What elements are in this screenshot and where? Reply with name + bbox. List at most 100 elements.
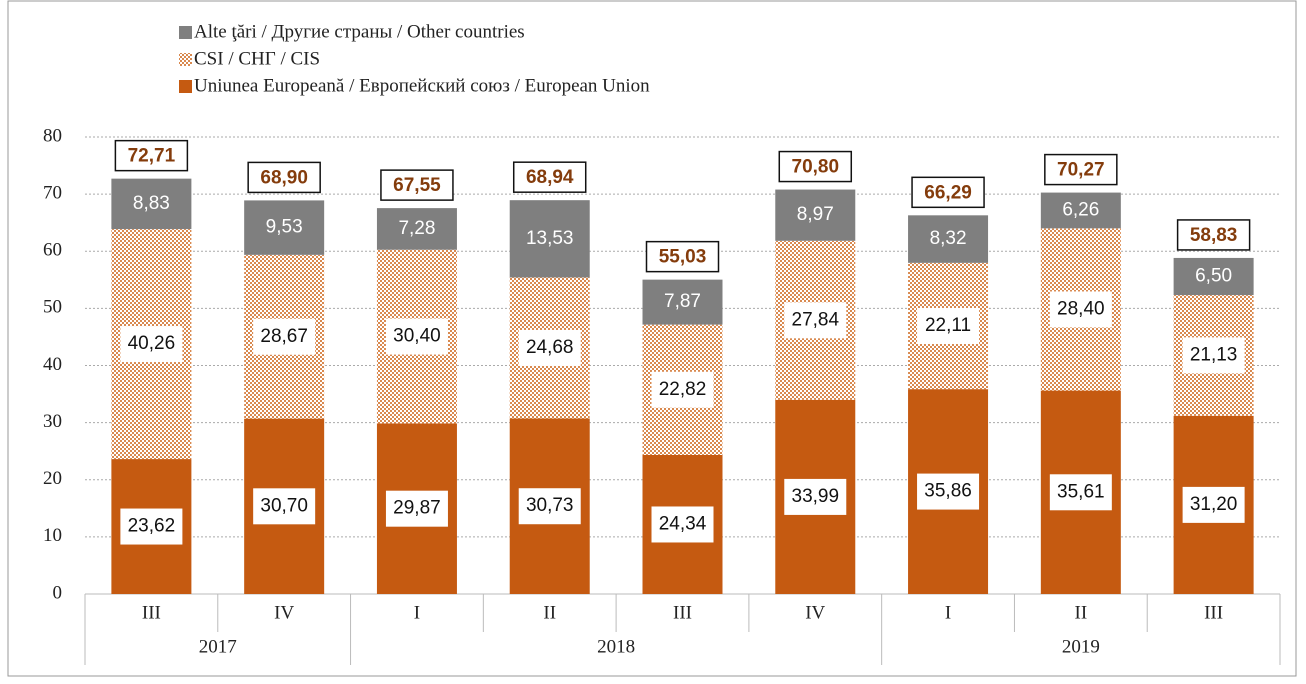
value-label: 6,26 (1062, 199, 1099, 220)
value-label: 8,32 (930, 228, 967, 249)
bar-segment (376, 208, 457, 250)
total-label-box (1044, 153, 1118, 186)
value-label: 30,40 (393, 326, 441, 347)
total-label: 66,29 (924, 182, 972, 203)
value-label-box (784, 302, 847, 339)
total-label-box (247, 161, 321, 194)
x-tick-label: II (1075, 602, 1088, 623)
value-label: 35,86 (924, 481, 972, 502)
total-label-box (645, 240, 720, 273)
value-label-box (253, 488, 316, 525)
bar-segment (908, 215, 989, 263)
x-tick-label: II (543, 602, 556, 623)
value-label: 30,73 (526, 495, 574, 516)
value-label: 23,62 (128, 516, 176, 537)
value-label: 7,87 (664, 291, 701, 312)
value-label: 8,97 (797, 204, 834, 225)
chart-border (7, 0, 1297, 677)
total-label: 55,03 (659, 247, 707, 268)
total-label-box (778, 150, 853, 183)
value-label: 27,84 (792, 309, 840, 330)
value-label-box (651, 506, 714, 543)
x-tick-label: III (673, 602, 692, 623)
value-label: 28,67 (260, 326, 308, 347)
bar-segment (1173, 257, 1254, 296)
value-label: 13,53 (526, 228, 574, 249)
total-label: 70,80 (792, 157, 840, 178)
value-label-box (518, 329, 581, 366)
bar-segment (244, 200, 325, 255)
bar-segment (642, 279, 723, 325)
value-label: 22,82 (659, 379, 707, 400)
y-tick-label: 30 (43, 411, 62, 432)
bar-segment (111, 178, 192, 230)
value-label-box (253, 318, 316, 355)
total-label: 68,90 (260, 167, 308, 188)
value-label: 22,11 (925, 315, 971, 336)
total-label: 58,83 (1190, 225, 1238, 246)
value-label-box (385, 318, 448, 355)
x-tick-label: I (945, 602, 951, 623)
y-tick-label: 20 (43, 468, 62, 489)
group-label: 2018 (597, 636, 635, 657)
y-tick-label: 70 (43, 182, 62, 203)
value-label: 33,99 (792, 486, 840, 507)
value-label: 8,83 (133, 193, 170, 214)
y-tick-label: 0 (53, 582, 63, 603)
value-label: 21,13 (1190, 344, 1238, 365)
total-label-box (1176, 219, 1251, 251)
group-label: 2019 (1062, 636, 1100, 657)
value-label-box (385, 490, 448, 527)
group-label: 2017 (199, 636, 237, 657)
value-label-box (1182, 337, 1245, 374)
value-label-box (651, 371, 714, 408)
y-tick-label: 50 (43, 297, 62, 318)
value-label: 29,87 (393, 498, 441, 519)
value-label: 35,61 (1057, 481, 1105, 502)
y-tick-label: 10 (43, 525, 62, 546)
total-label: 70,27 (1057, 160, 1105, 181)
x-tick-label: I (414, 602, 420, 623)
value-label: 24,34 (659, 513, 707, 534)
legend-swatch (179, 53, 192, 66)
y-tick-label: 40 (43, 354, 62, 375)
value-label-box (518, 488, 581, 525)
bar-segment (775, 189, 856, 241)
legend-label: Alte ţări / Другие страны / Other countr… (194, 21, 525, 42)
y-tick-label: 80 (43, 125, 62, 146)
x-tick-label: III (142, 602, 161, 623)
value-label: 24,68 (526, 337, 574, 358)
total-label: 72,71 (128, 146, 176, 167)
bar-segment (1040, 192, 1121, 229)
total-label: 67,55 (393, 175, 441, 196)
legend-swatch (179, 80, 192, 93)
total-label-box (911, 176, 985, 209)
value-label: 9,53 (266, 217, 303, 238)
value-label: 7,28 (398, 218, 435, 239)
y-tick-label: 60 (43, 240, 62, 261)
value-label-box (1049, 474, 1112, 511)
value-label-box (120, 508, 183, 545)
value-label: 30,70 (260, 495, 308, 516)
legend-swatch (179, 26, 192, 39)
value-label: 31,20 (1190, 494, 1238, 515)
total-label: 68,94 (526, 167, 574, 188)
x-tick-label: III (1204, 602, 1223, 623)
value-label-box (1182, 486, 1245, 523)
x-tick-label: IV (274, 602, 294, 623)
value-label-box (917, 307, 980, 344)
value-label: 40,26 (128, 333, 176, 354)
total-label-box (380, 169, 454, 201)
value-label: 28,40 (1057, 298, 1105, 319)
value-label-box (784, 478, 847, 515)
legend-label: Uniunea Europeană / Европейский союз / E… (194, 75, 650, 96)
value-label-box (917, 473, 980, 510)
total-label-box (512, 161, 587, 193)
value-label-box (120, 326, 183, 363)
value-label: 6,50 (1195, 266, 1232, 287)
value-label-box (1049, 291, 1112, 328)
total-label-box (114, 139, 189, 172)
bar-segment (509, 200, 590, 278)
x-tick-label: IV (805, 602, 825, 623)
